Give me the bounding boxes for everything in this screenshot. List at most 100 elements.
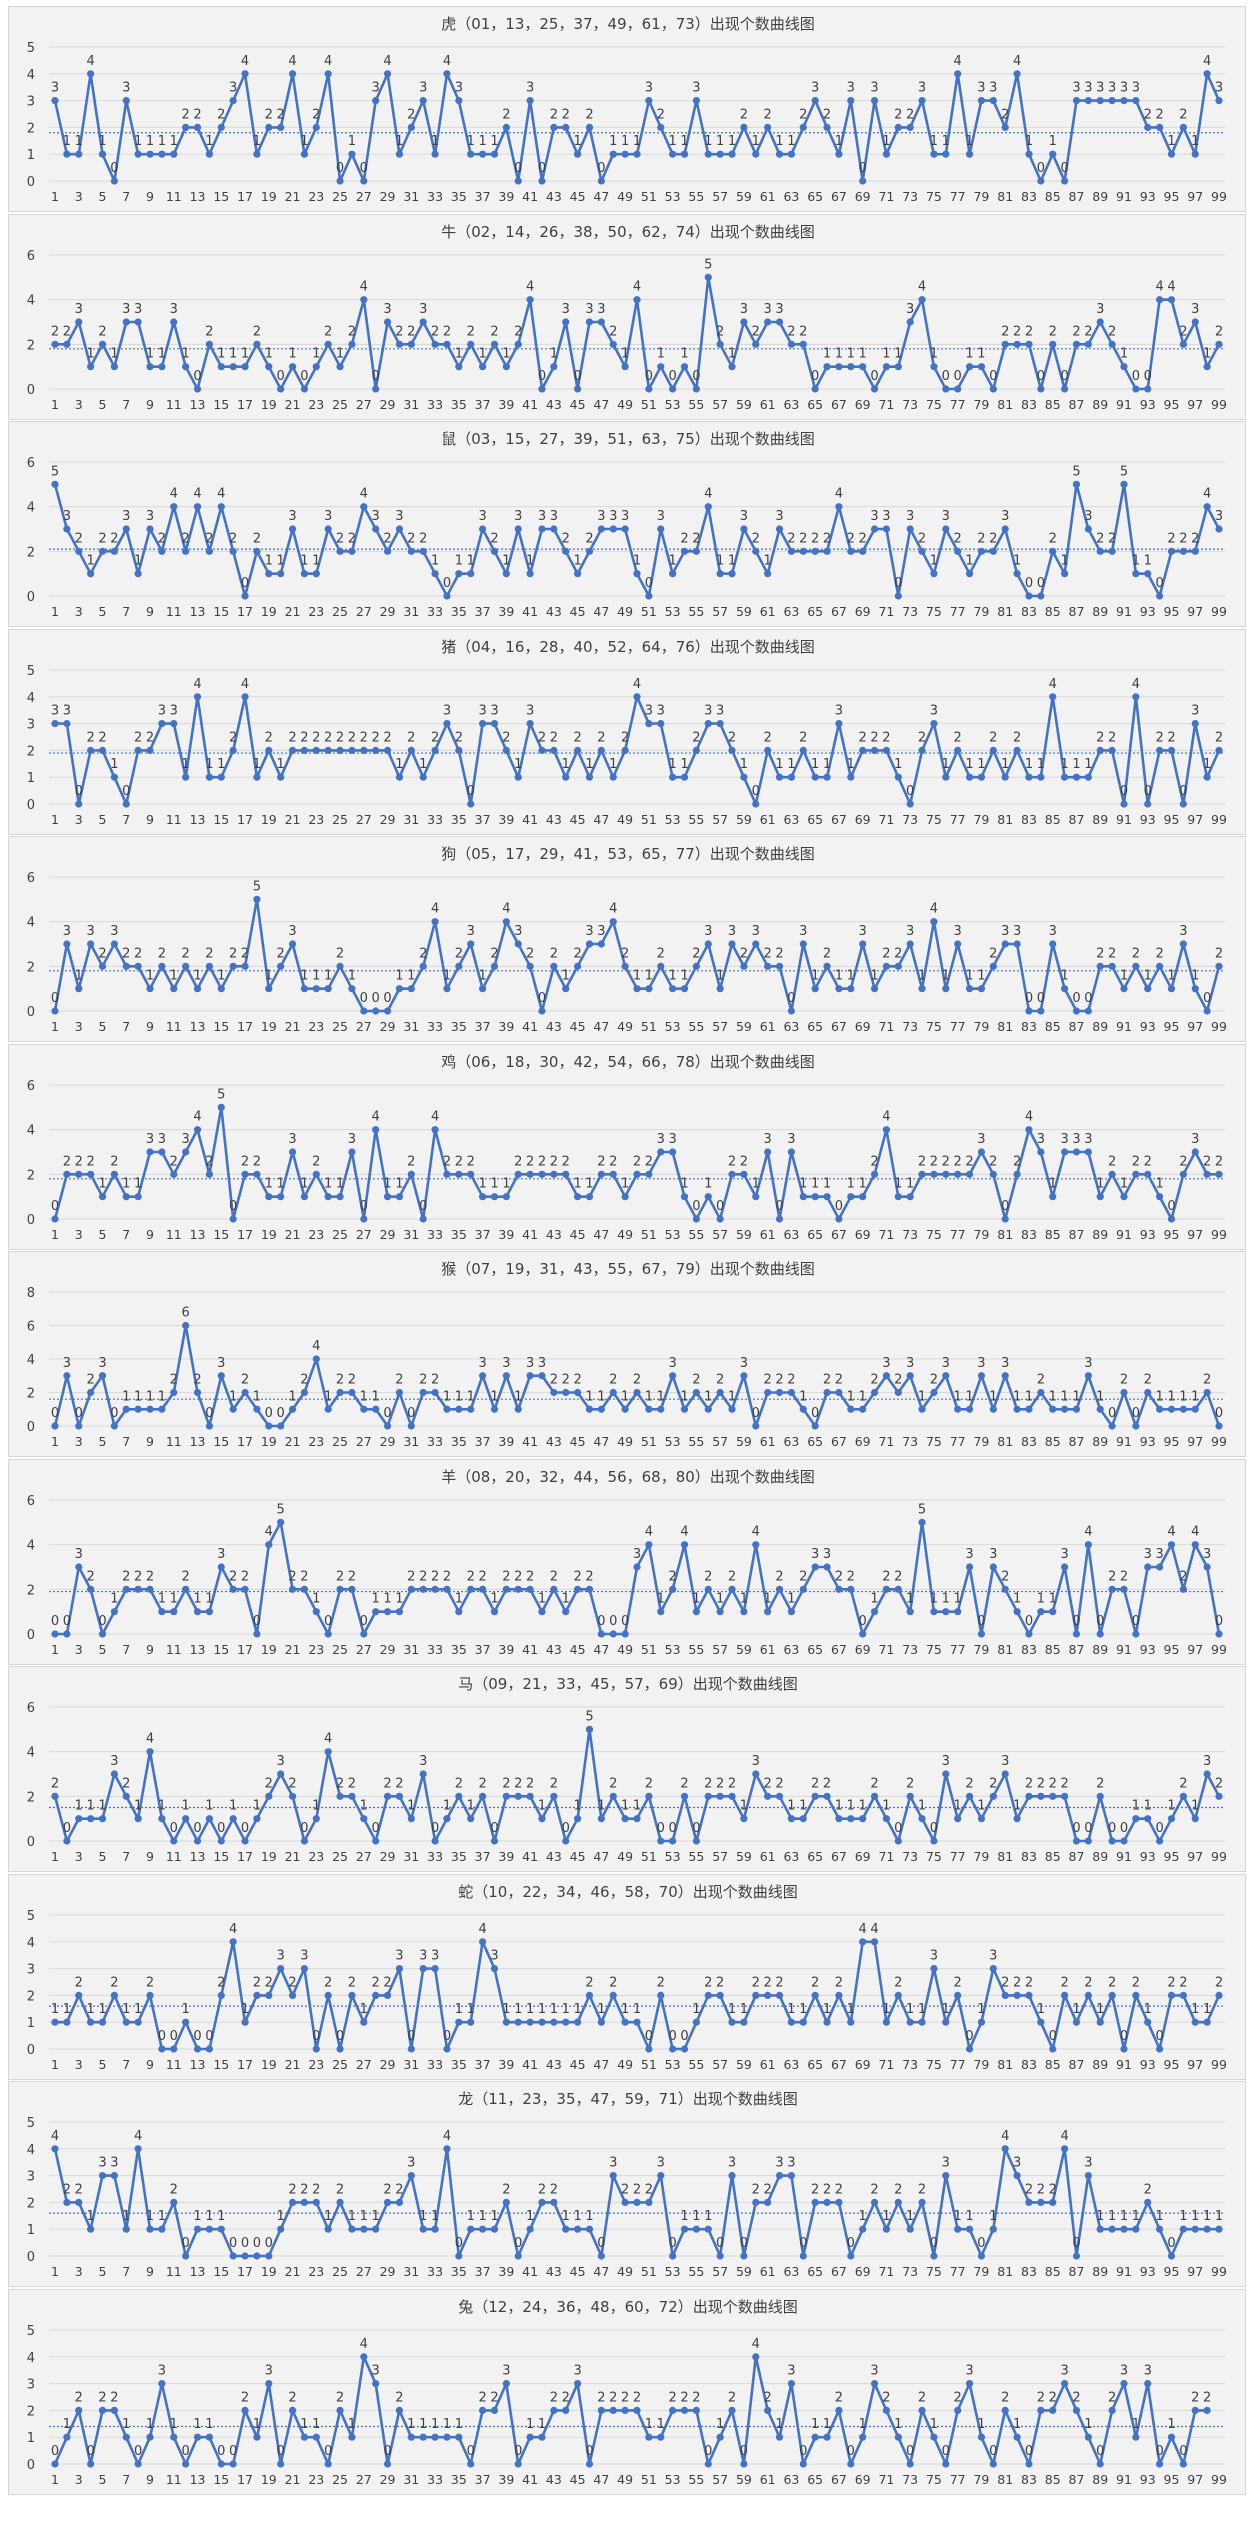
data-label: 1 (942, 1591, 950, 1606)
data-point (823, 362, 831, 370)
x-tick-label: 57 (712, 397, 728, 412)
x-tick-label: 35 (451, 1642, 467, 1657)
data-point (906, 2018, 914, 2026)
x-tick-label: 49 (617, 812, 633, 827)
data-label: 1 (847, 346, 855, 361)
data-point (1013, 2172, 1021, 2180)
data-point (205, 962, 214, 970)
data-label: 2 (550, 107, 558, 122)
data-label: 1 (360, 1799, 368, 1814)
data-label: 1 (847, 1799, 855, 1814)
data-label: 0 (716, 1199, 724, 1214)
y-tick-label: 3 (27, 95, 35, 110)
data-point (277, 2225, 285, 2233)
data-point (645, 384, 653, 393)
data-label: 1 (704, 1176, 712, 1191)
data-point (906, 317, 914, 326)
data-point (324, 1192, 332, 1200)
data-point (550, 746, 558, 754)
data-label: 1 (835, 346, 843, 361)
data-point (1049, 340, 1057, 348)
data-label: 2 (170, 1373, 178, 1388)
data-label: 1 (811, 757, 819, 772)
data-point (217, 1103, 225, 1111)
data-point (360, 1007, 368, 1015)
data-point (372, 746, 380, 754)
data-point (51, 97, 59, 105)
data-label: 0 (134, 2444, 142, 2459)
data-label: 2 (1072, 2390, 1080, 2405)
data-point (787, 150, 796, 158)
data-label: 2 (229, 946, 237, 961)
y-tick-label: 5 (27, 41, 35, 56)
data-label: 1 (467, 2209, 475, 2224)
x-tick-label: 55 (688, 812, 704, 827)
x-tick-label: 83 (1021, 812, 1037, 827)
data-point (669, 150, 677, 158)
x-tick-label: 3 (75, 812, 83, 827)
data-label: 0 (170, 1821, 178, 1836)
data-label: 0 (1155, 2029, 1163, 2044)
data-point (182, 1147, 190, 1156)
y-tick-label: 2 (27, 1168, 35, 1183)
data-point (51, 2018, 59, 2026)
data-point (431, 2225, 439, 2233)
data-point (894, 2433, 902, 2441)
data-label: 4 (193, 1109, 201, 1124)
y-tick-label: 4 (27, 1353, 35, 1368)
x-tick-label: 49 (617, 2472, 633, 2487)
data-point (395, 2198, 404, 2206)
data-point (1096, 746, 1104, 754)
x-tick-label: 21 (285, 1849, 301, 1864)
data-label: 2 (86, 1569, 94, 1584)
chart-panel: 猴（07，19，31，43，55，67，79）出现个数曲线图 0 2 4 6 8 1 3 5 7 9… (8, 1251, 1246, 1457)
data-point (657, 962, 665, 970)
data-label: 0 (787, 991, 795, 1006)
data-point (906, 1792, 914, 1800)
data-point (562, 317, 570, 326)
data-label: 1 (585, 2209, 593, 2224)
data-point (372, 1607, 380, 1615)
data-label: 1 (348, 2417, 356, 2432)
data-label: 1 (882, 346, 890, 361)
data-point (680, 1405, 689, 1413)
data-label: 2 (407, 1154, 415, 1169)
data-label: 2 (110, 2390, 118, 2405)
data-label: 2 (787, 531, 795, 546)
data-point (1215, 962, 1223, 970)
data-point (1215, 1422, 1223, 1430)
data-label: 1 (265, 346, 273, 361)
x-tick-label: 23 (308, 189, 324, 204)
x-tick-label: 45 (570, 1227, 586, 1242)
data-label: 1 (288, 1389, 296, 1404)
data-label: 1 (847, 1176, 855, 1191)
x-tick-label: 23 (308, 2264, 324, 2279)
data-label: 0 (241, 2236, 249, 2251)
data-point (146, 1991, 154, 1999)
data-point (562, 2406, 570, 2414)
chart-panel: 猪（04，16，28，40，52，64，76）出现个数曲线图 0 1 2 3 4 5 1 3 5 7… (8, 628, 1246, 835)
data-label: 2 (609, 2390, 617, 2405)
data-point (51, 1792, 59, 1800)
data-point (51, 2145, 59, 2153)
data-label: 3 (110, 1754, 118, 1769)
data-label: 1 (870, 969, 878, 984)
data-label: 1 (764, 554, 772, 569)
data-label: 1 (930, 134, 938, 149)
data-label: 2 (193, 107, 201, 122)
data-point (1167, 746, 1176, 754)
data-label: 1 (906, 1176, 914, 1191)
data-point (1060, 773, 1069, 781)
x-tick-label: 65 (807, 812, 823, 827)
data-point (859, 2433, 867, 2441)
data-point (692, 384, 700, 393)
data-point (811, 97, 819, 105)
data-point (467, 1405, 475, 1413)
data-label: 1 (1167, 2417, 1175, 2432)
data-label: 1 (621, 1389, 629, 1404)
x-tick-label: 37 (475, 2057, 491, 2072)
data-label: 2 (823, 531, 831, 546)
data-point (526, 719, 534, 727)
x-tick-label: 29 (380, 2472, 396, 2487)
x-tick-label: 25 (332, 1019, 348, 1034)
